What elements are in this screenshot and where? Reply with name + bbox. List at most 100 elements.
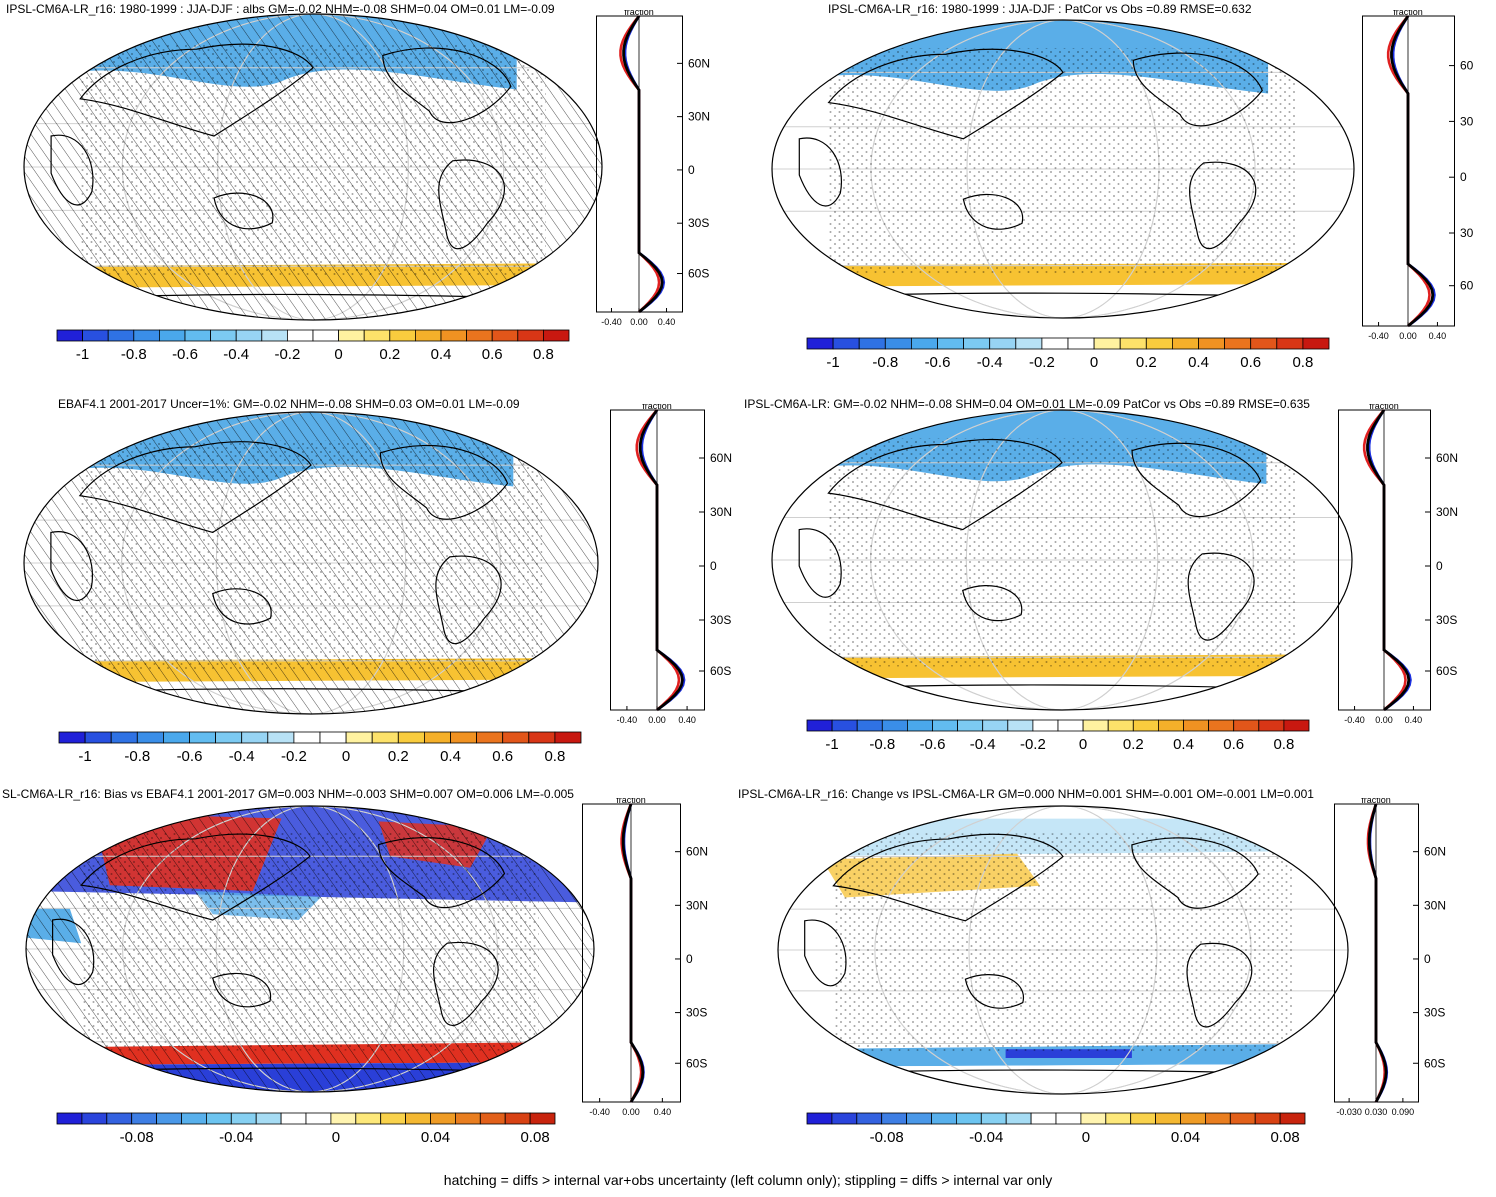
colorbar-swatch [305, 1112, 332, 1125]
profile-line [623, 15, 666, 314]
colorbar-swatch [1155, 1112, 1181, 1125]
colorbar-swatch [107, 329, 135, 342]
zonal-profile: fraction 60N 30N 0 30S 60S -0.40 0.00 0.40 [582, 798, 708, 1117]
colorbar-tick-label: -0.8 [869, 736, 895, 753]
colorbar-swatch [1224, 337, 1252, 350]
colorbar-swatch [371, 731, 399, 744]
colorbar-tick-label: -0.8 [121, 346, 147, 363]
colorbar-swatch [293, 731, 321, 744]
colorbar-swatch [235, 329, 263, 342]
colorbar-swatch [957, 719, 984, 732]
colorbar-tick-label: -0.08 [870, 1129, 904, 1146]
latitude-label: 30N [686, 898, 708, 912]
colorbar-swatch [937, 337, 965, 350]
colorbar-swatch [414, 329, 442, 342]
latitude-label: 0 [688, 163, 695, 177]
colorbar-tick-label: -0.4 [223, 346, 249, 363]
colorbar-swatch [1030, 1112, 1057, 1125]
panel-title: IPSL-CM6A-LR_r16: 1980-1999 : JJA-DJF : … [828, 2, 1252, 16]
colorbar-tick-label: 0.4 [1173, 736, 1194, 753]
colorbar-swatch [528, 731, 556, 744]
colorbar-swatch [529, 1112, 556, 1125]
latitude-label: 60S [710, 664, 731, 678]
colorbar-swatch [1093, 337, 1121, 350]
latitude-label: 60N [1436, 451, 1458, 465]
colorbar-swatch [440, 329, 468, 342]
colorbar-swatch [1302, 337, 1330, 350]
profile-line [640, 409, 686, 712]
profile-tick-label: 0.030 [1365, 1107, 1388, 1117]
latitude-label: 30S [1424, 1006, 1445, 1020]
map-3 [23, 411, 599, 715]
colorbar-swatch [1250, 337, 1278, 350]
profile-line [1366, 409, 1411, 712]
colorbar-swatch [491, 329, 519, 342]
colorbar-tick-label: 0 [1079, 736, 1087, 753]
colorbar-tick-label: -1 [825, 736, 838, 753]
colorbar-swatch [1283, 719, 1310, 732]
colorbar: -1-0.8-0.6-0.4-0.200.20.40.60.81 [806, 719, 1310, 753]
profile-tick-label: 0.40 [1405, 715, 1423, 725]
colorbar-tick-label: -0.04 [219, 1129, 253, 1146]
colorbar-tick-label: -0.08 [120, 1129, 154, 1146]
map-4 [771, 409, 1353, 711]
colorbar-swatch [363, 329, 391, 342]
colorbar-tick-label: -0.6 [172, 346, 198, 363]
profile-tick-label: 0.00 [630, 317, 648, 327]
colorbar: -1-0.8-0.6-0.4-0.200.20.40.60.81 [56, 329, 570, 363]
colorbar-swatch [205, 1112, 232, 1125]
colorbar-swatch [989, 337, 1017, 350]
latitude-label: 0 [1436, 559, 1443, 573]
latitude-label: 0 [710, 559, 717, 573]
profile-title: fraction [1361, 798, 1391, 805]
latitude-label: 30S [686, 1006, 707, 1020]
colorbar: -0.08 -0.04 0 0.04 0.08 [56, 1112, 556, 1146]
colorbar-swatch [267, 731, 295, 744]
profile-tick-label: 0.40 [678, 715, 696, 725]
colorbar-tick-label: 0.8 [1292, 354, 1313, 371]
colorbar-tick-label: 0.2 [379, 346, 400, 363]
map-1 [23, 13, 603, 321]
colorbar-swatch [1080, 1112, 1107, 1125]
colorbar-swatch [856, 719, 883, 732]
colorbar-swatch [255, 1112, 282, 1125]
colorbar-swatch [1005, 1112, 1032, 1125]
profile-line [1367, 409, 1412, 712]
colorbar-tick-label: 0.6 [482, 346, 503, 363]
colorbar-tick-label: 0.2 [1123, 736, 1144, 753]
colorbar-swatch [1183, 719, 1210, 732]
colorbar-swatch [397, 731, 425, 744]
colorbar-swatch [831, 1112, 858, 1125]
colorbar-swatch [1233, 719, 1260, 732]
colorbar-swatch [84, 731, 112, 744]
colorbar-swatch [133, 329, 160, 342]
colorbar-swatch [181, 1112, 207, 1125]
colorbar-swatch [1198, 337, 1226, 350]
colorbar-swatch [261, 329, 288, 342]
colorbar-swatch [58, 731, 86, 744]
colorbar-swatch [1105, 1112, 1132, 1125]
colorbar-tick-label: -0.8 [872, 354, 898, 371]
colorbar-tick-label: 0.6 [1240, 354, 1261, 371]
latitude-label: 60S [1436, 664, 1457, 678]
map-5 [25, 805, 595, 1093]
colorbar-swatch [1032, 719, 1059, 732]
colorbar-tick-label: -0.2 [274, 346, 300, 363]
colorbar-swatch [380, 1112, 407, 1125]
colorbar-tick-label: 0.2 [1136, 354, 1157, 371]
colorbar-tick-label: 0.8 [533, 346, 554, 363]
profile-title: fraction [1393, 10, 1423, 17]
colorbar-tick-label: 0.8 [544, 748, 565, 765]
colorbar-swatch [189, 731, 217, 744]
colorbar-swatch [858, 337, 886, 350]
colorbar: -1-0.8-0.6-0.4-0.200.20.40.60.81 [58, 731, 582, 765]
colorbar-swatch [980, 1112, 1007, 1125]
colorbar-tick-label: 0.08 [520, 1129, 549, 1146]
colorbar-swatch [156, 1112, 182, 1125]
colorbar-swatch [832, 337, 860, 350]
colorbar-swatch [430, 1112, 456, 1125]
colorbar-tick-label: -0.4 [977, 354, 1003, 371]
colorbar-tick-label: -0.4 [970, 736, 996, 753]
colorbar-swatch [881, 719, 908, 732]
colorbar-swatch [517, 329, 544, 342]
